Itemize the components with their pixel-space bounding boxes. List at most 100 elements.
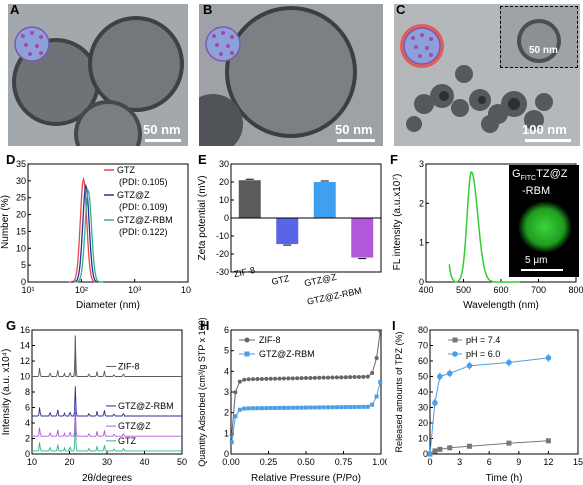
h-ytick-label: 2 [224, 408, 229, 418]
h-xtick-label: 0.75 [335, 457, 353, 467]
isotherm-point [317, 375, 322, 380]
f-xtick-label: 800 [568, 285, 583, 295]
isotherm-point [317, 405, 322, 410]
y-axis-label-d: Number (%) [0, 195, 11, 249]
isotherm-point [334, 375, 339, 380]
i-ytick-label: 60 [418, 356, 428, 366]
h-ytick-label: 6 [224, 325, 229, 335]
g-ytick-label: 2 [25, 434, 30, 444]
i-ytick-label: 20 [418, 418, 428, 428]
category-label-e: GTZ@Z-RBM [306, 285, 363, 306]
isotherm-point [246, 406, 251, 411]
size-distribution-line [68, 176, 99, 283]
isotherm-point [233, 414, 238, 419]
isotherm-point [339, 375, 344, 380]
i-xtick-label: 0 [427, 457, 432, 467]
isotherm-point [374, 355, 379, 360]
f-ytick-label: 1 [419, 238, 424, 248]
isotherm-point [229, 440, 234, 445]
isotherm-point [299, 405, 304, 410]
size-distribution-line [73, 188, 104, 283]
isotherm-point [312, 405, 317, 410]
i-xtick-label: 3 [457, 457, 462, 467]
e-ytick-label: 30 [219, 159, 229, 169]
x-axis-label-g: 2θ/degrees [82, 473, 132, 484]
h-ytick-label: 0 [224, 449, 229, 459]
y-axis-label-e: Zeta potential (mV) [197, 175, 208, 260]
f-xtick-label: 500 [456, 285, 471, 295]
legend-label-d: GTZ@Z-RBM [117, 215, 173, 225]
g-xtick-label: 50 [177, 457, 187, 467]
h-xtick-label: 1.00 [372, 457, 387, 467]
legend-marker-h [244, 351, 250, 357]
zeta-bar [313, 182, 336, 218]
release-point [447, 445, 453, 451]
x-axis-label-h: Relative Pressure (P/Po) [251, 473, 361, 484]
i-ytick-label: 40 [418, 387, 428, 397]
inset-scale-label-f: 5 μm [525, 255, 548, 266]
i-xtick-label: 15 [573, 457, 583, 467]
scale-bar-c [525, 139, 571, 142]
isotherm-point [242, 377, 247, 382]
i-ytick-label: 30 [418, 403, 428, 413]
xrd-series-label: GTZ@Z-RBM [118, 401, 174, 411]
tem-particles-c [406, 65, 553, 133]
y-axis-label-g: Intensity (a.u. x10⁴) [1, 349, 12, 436]
isotherm-point [268, 376, 273, 381]
category-label-e: GTZ@Z [303, 272, 337, 289]
y-axis-label-f: FL intensity (a.u.x10⁷) [392, 174, 403, 271]
plot-frame-g [31, 329, 183, 455]
g-ytick-label: 10 [20, 372, 30, 382]
isotherm-point [312, 375, 317, 380]
inset-scale-label-c: 50 nm [529, 45, 558, 56]
panel-label-h: H [200, 318, 210, 333]
isotherm-point [264, 376, 269, 381]
isotherm-point [237, 379, 242, 384]
plot-frame-d [27, 163, 189, 283]
panel-b: B 50 nm [195, 0, 387, 148]
isotherm-point [259, 376, 264, 381]
scale-label-a: 50 nm [143, 122, 181, 137]
isotherm-point [268, 406, 273, 411]
isotherm-point [378, 379, 383, 384]
isotherm-point [352, 404, 357, 409]
release-point [432, 448, 438, 454]
i-ytick-label: 10 [418, 434, 428, 444]
isotherm-point [365, 404, 370, 409]
isotherm-point [370, 402, 375, 407]
panel-label-b: B [203, 2, 213, 17]
isotherm-point [237, 407, 242, 412]
isotherm-point [304, 405, 308, 410]
isotherm-line [231, 381, 381, 443]
release-point [432, 400, 438, 406]
f-xtick-label: 700 [531, 285, 546, 295]
isotherm-point [348, 375, 353, 380]
isotherm-point [330, 375, 335, 380]
nanoparticle-schematic-icon [14, 26, 50, 62]
scale-bar-a [145, 139, 181, 142]
isotherm-point [343, 405, 348, 410]
panel-a: A 50 nm [0, 0, 192, 148]
e-ytick-label: -10 [216, 231, 229, 241]
isotherm-point [348, 405, 353, 410]
e-ytick-label: 20 [219, 177, 229, 187]
d-xtick-label: 10² [75, 285, 88, 295]
isotherm-point [356, 404, 361, 409]
g-ytick-label: 0 [25, 449, 30, 459]
chart-f: 0 1 2 3 400 500 600 700 800 Wavelength (nm) FL … [392, 159, 583, 311]
f-ytick-label: 0 [419, 277, 424, 287]
g-xtick-label: 30 [102, 457, 112, 467]
isotherm-point [273, 376, 278, 381]
i-ytick-label: 80 [418, 325, 428, 335]
e-ytick-label: 10 [219, 195, 229, 205]
scale-label-c: 100 nm [522, 122, 567, 137]
fluorescence-particle [518, 201, 572, 253]
release-point [466, 443, 472, 449]
legend-label-i: pH = 6.0 [466, 349, 500, 359]
panel-label-c: C [396, 2, 406, 17]
legend-pdi-d: (PDI: 0.122) [119, 227, 168, 237]
isotherm-point [286, 405, 291, 410]
x-axis-label-d: Diameter (nm) [76, 300, 140, 311]
legend-label-i: pH = 7.4 [466, 335, 500, 345]
